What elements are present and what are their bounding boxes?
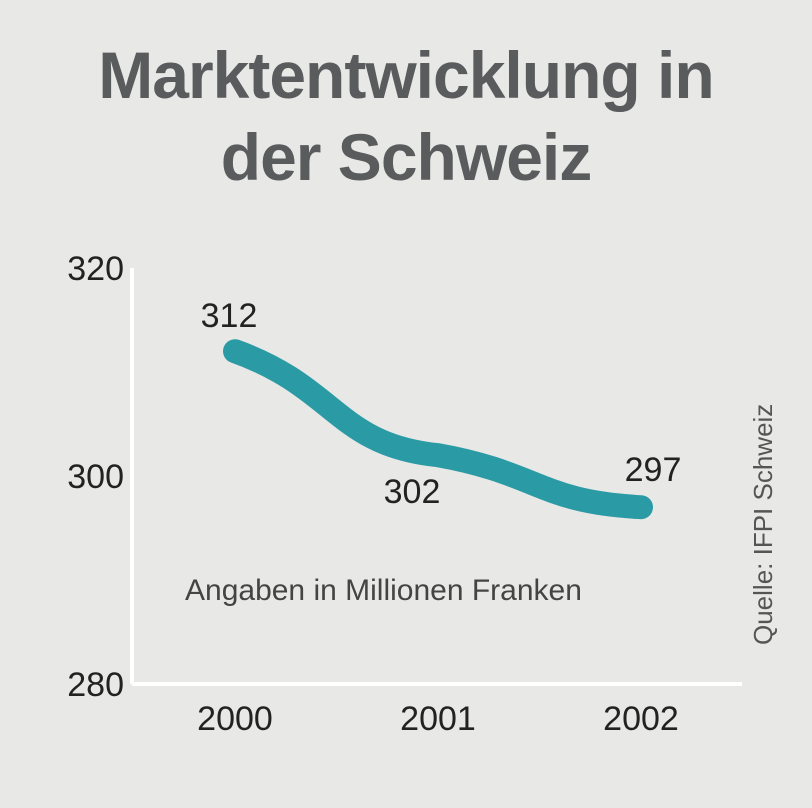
data-label: 297 bbox=[625, 451, 682, 489]
unit-note: Angaben in Millionen Franken bbox=[185, 574, 582, 607]
series-line bbox=[223, 339, 653, 520]
y-tick-label: 280 bbox=[67, 666, 124, 704]
title-line-2: der Schweiz bbox=[220, 120, 592, 194]
x-tick-label: 2002 bbox=[603, 700, 679, 738]
data-label: 312 bbox=[201, 297, 258, 335]
chart-title: Marktentwicklung in der Schweiz bbox=[0, 34, 812, 198]
y-axis-labels: 320 300 280 bbox=[67, 250, 124, 704]
title-line-1: Marktentwicklung in bbox=[98, 38, 714, 112]
y-tick-label: 300 bbox=[67, 458, 124, 496]
data-label: 302 bbox=[384, 473, 441, 511]
source-note: Quelle: IFPI Schweiz bbox=[748, 404, 778, 645]
data-labels: 312 302 297 bbox=[201, 297, 682, 511]
y-tick-label: 320 bbox=[67, 250, 124, 288]
x-tick-label: 2001 bbox=[400, 700, 476, 738]
x-tick-label: 2000 bbox=[197, 700, 273, 738]
x-axis-labels: 2000 2001 2002 bbox=[197, 700, 679, 738]
